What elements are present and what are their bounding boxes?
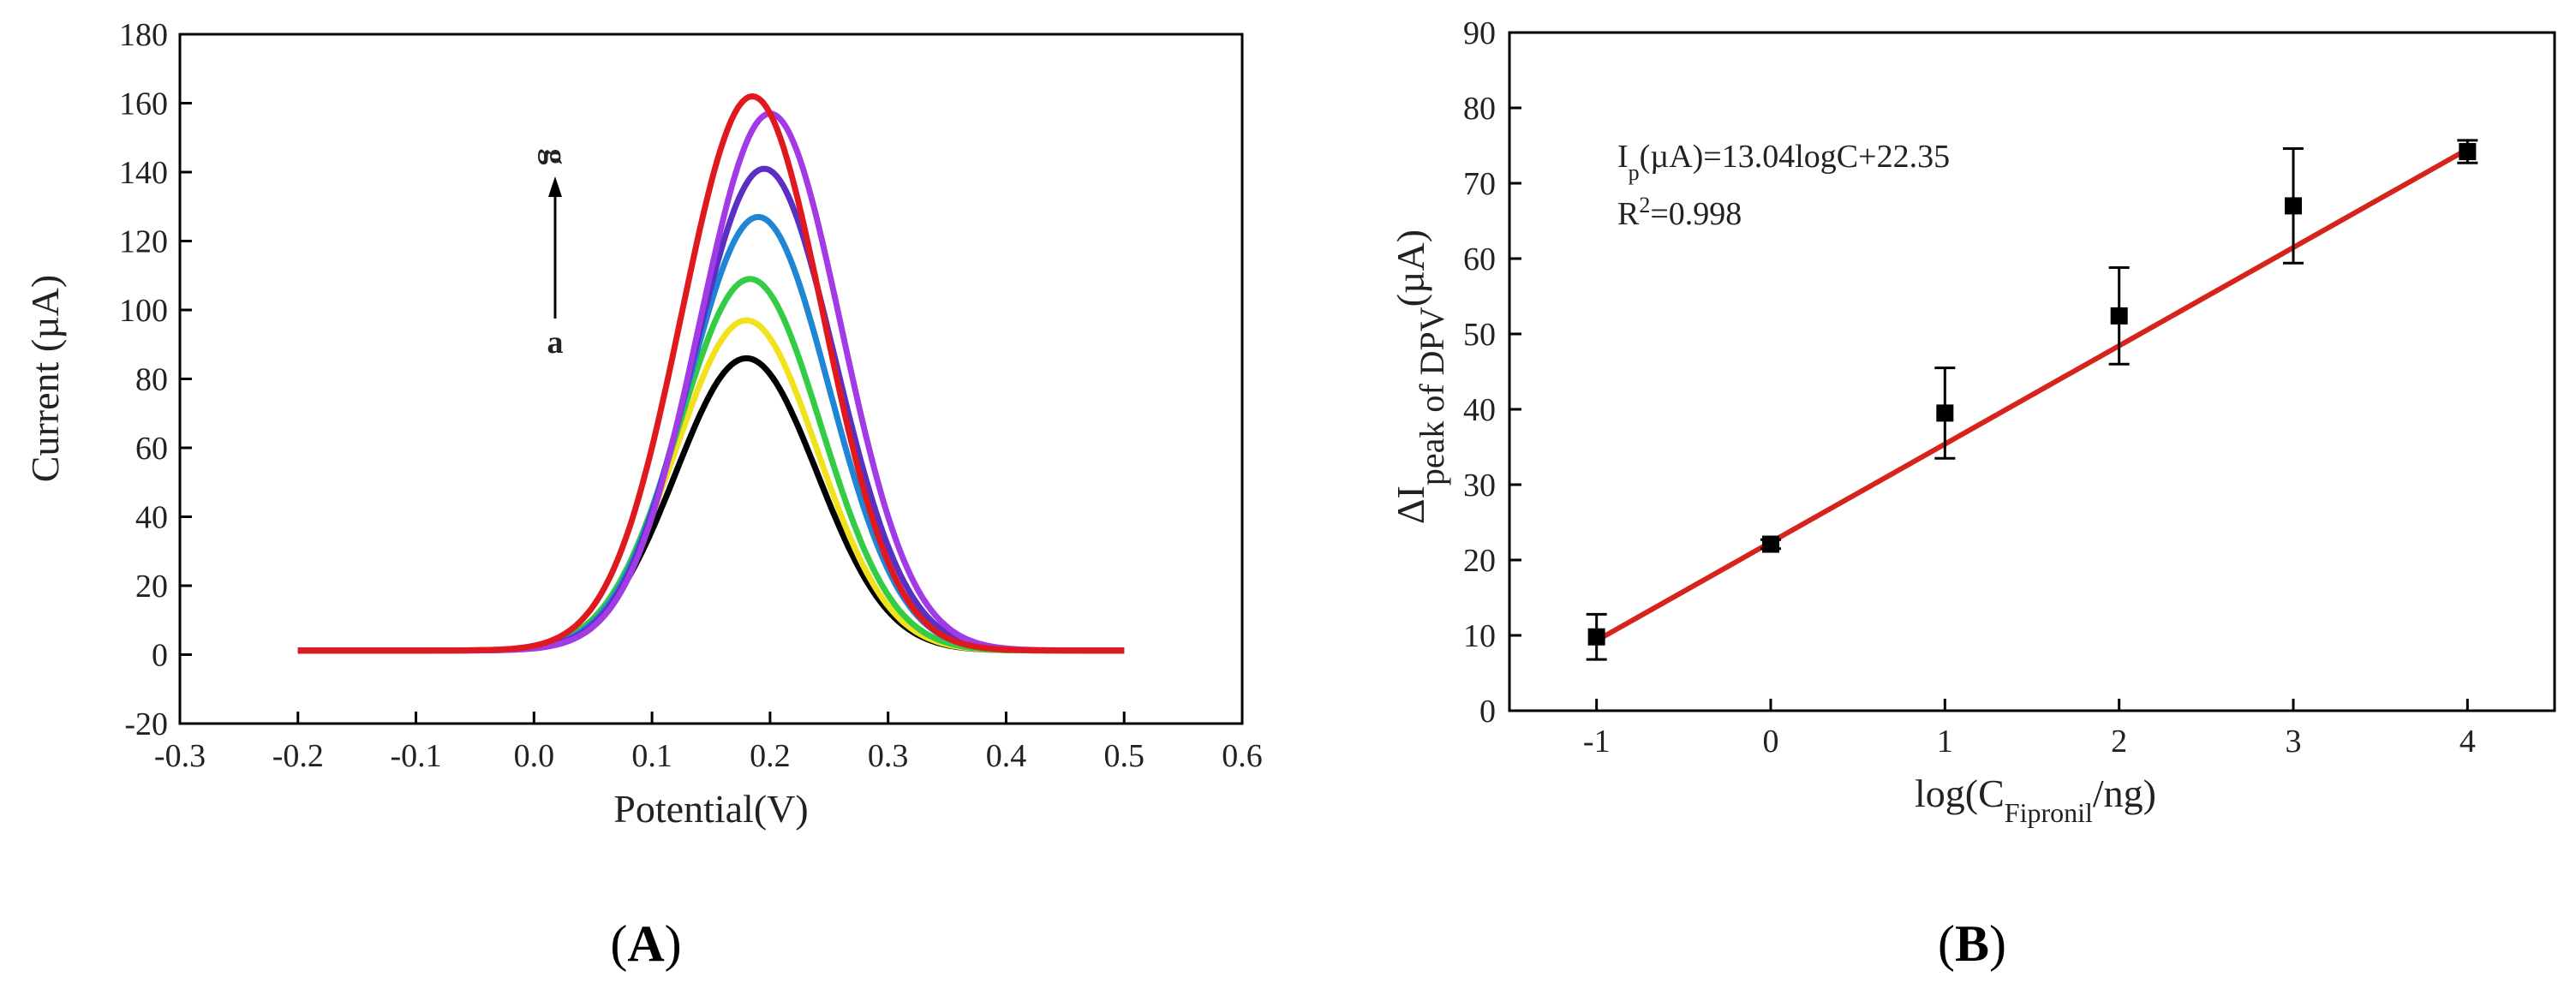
chart-a-annotation: g a	[537, 149, 573, 361]
chart-a: -20 0 20 40 60 80 100 120 140 160 180 -0.3 -0.2 -0.1…	[23, 17, 1263, 972]
x-tick-label: 0.3	[868, 738, 909, 774]
x-tick-label: 0.4	[986, 738, 1027, 774]
chart-a-frame	[178, 33, 1244, 725]
panel-label-b: (B)	[1938, 915, 2006, 972]
y-tick-label: 40	[135, 500, 168, 536]
y-tick-label: 180	[119, 17, 168, 53]
dpv-curve-e	[297, 165, 1125, 654]
y-tick-label: 140	[119, 155, 168, 191]
data-point	[1587, 628, 1605, 646]
panel-label-a: (A)	[610, 915, 681, 972]
chart-b-points	[1586, 139, 2478, 661]
y-tick-label: 160	[119, 86, 168, 122]
data-point	[1936, 404, 1954, 422]
x-tick-label: 1	[1937, 724, 1953, 760]
arrow-end-label: g	[537, 149, 573, 165]
y-tick-label: 40	[1463, 392, 1496, 428]
x-tick-label: 2	[2111, 724, 2127, 760]
chart-b-y-ticks: 0 10 20 30 40 50 60 70 80 90	[1463, 15, 1521, 730]
y-tick-label: 70	[1463, 166, 1496, 202]
r-squared: R2=0.998	[1617, 193, 1742, 233]
x-tick-label: -0.3	[154, 738, 206, 774]
y-tick-label: 0	[152, 638, 168, 674]
chart-b-x-label: log(CFipronil/ng)	[1915, 772, 2156, 828]
x-tick-label: 0	[1763, 724, 1779, 760]
y-tick-label: -20	[124, 706, 168, 742]
fit-line	[1595, 146, 2469, 643]
data-point	[2459, 143, 2477, 161]
dpv-curve-b	[297, 317, 1125, 654]
dpv-curve-c	[297, 276, 1125, 654]
chart-b-fit	[1595, 146, 2469, 643]
data-point	[1762, 535, 1779, 553]
y-tick-label: 60	[135, 431, 168, 467]
y-tick-label: 120	[119, 224, 168, 260]
x-tick-label: 3	[2286, 724, 2302, 760]
dpv-curve-g	[297, 92, 1125, 654]
x-tick-label: 0.5	[1103, 738, 1145, 774]
y-tick-label: 80	[1463, 91, 1496, 127]
y-tick-label: 100	[119, 293, 168, 329]
x-tick-label: -0.1	[390, 738, 441, 774]
fit-equation: Ip(µA)=13.04logC+22.35	[1617, 139, 1950, 185]
chart-b: 0 10 20 30 40 50 60 70 80 90 -1 0 1 2 3 4 Ip(µA)=13.04…	[1389, 15, 2556, 972]
y-tick-label: 80	[135, 362, 168, 398]
chart-a-curves	[297, 92, 1125, 654]
x-tick-label: 0.0	[514, 738, 555, 774]
chart-a-y-label: Current (µA)	[23, 275, 67, 482]
chart-a-x-ticks: -0.3 -0.2 -0.1 0.0 0.1 0.2 0.3 0.4 0.5 0.6	[154, 712, 1263, 774]
y-tick-label: 30	[1463, 468, 1496, 503]
y-tick-label: 90	[1463, 15, 1496, 51]
y-tick-label: 60	[1463, 241, 1496, 277]
x-tick-label: 0.2	[750, 738, 791, 774]
x-tick-label: 0.6	[1222, 738, 1263, 774]
y-tick-label: 20	[135, 569, 168, 605]
data-point	[2110, 307, 2128, 325]
data-point	[2285, 197, 2302, 215]
dpv-curve-a	[297, 354, 1125, 654]
x-tick-label: 0.1	[631, 738, 672, 774]
x-tick-label: 4	[2459, 724, 2476, 760]
chart-b-frame	[1508, 31, 2556, 712]
chart-b-x-ticks: -1 0 1 2 3 4	[1583, 699, 2476, 760]
chart-a-x-label: Potential(V)	[613, 787, 808, 831]
y-tick-label: 50	[1463, 317, 1496, 353]
arrow-head	[548, 176, 562, 197]
x-tick-label: -0.2	[272, 738, 324, 774]
chart-a-y-ticks: -20 0 20 40 60 80 100 120 140 160 180	[119, 17, 192, 742]
y-tick-label: 20	[1463, 543, 1496, 579]
arrow-start-label: a	[547, 325, 564, 360]
y-tick-label: 0	[1479, 694, 1496, 730]
y-tick-label: 10	[1463, 618, 1496, 654]
x-tick-label: -1	[1583, 724, 1611, 760]
chart-b-y-label: ΔIpeak of DPV(µA)	[1389, 229, 1451, 524]
